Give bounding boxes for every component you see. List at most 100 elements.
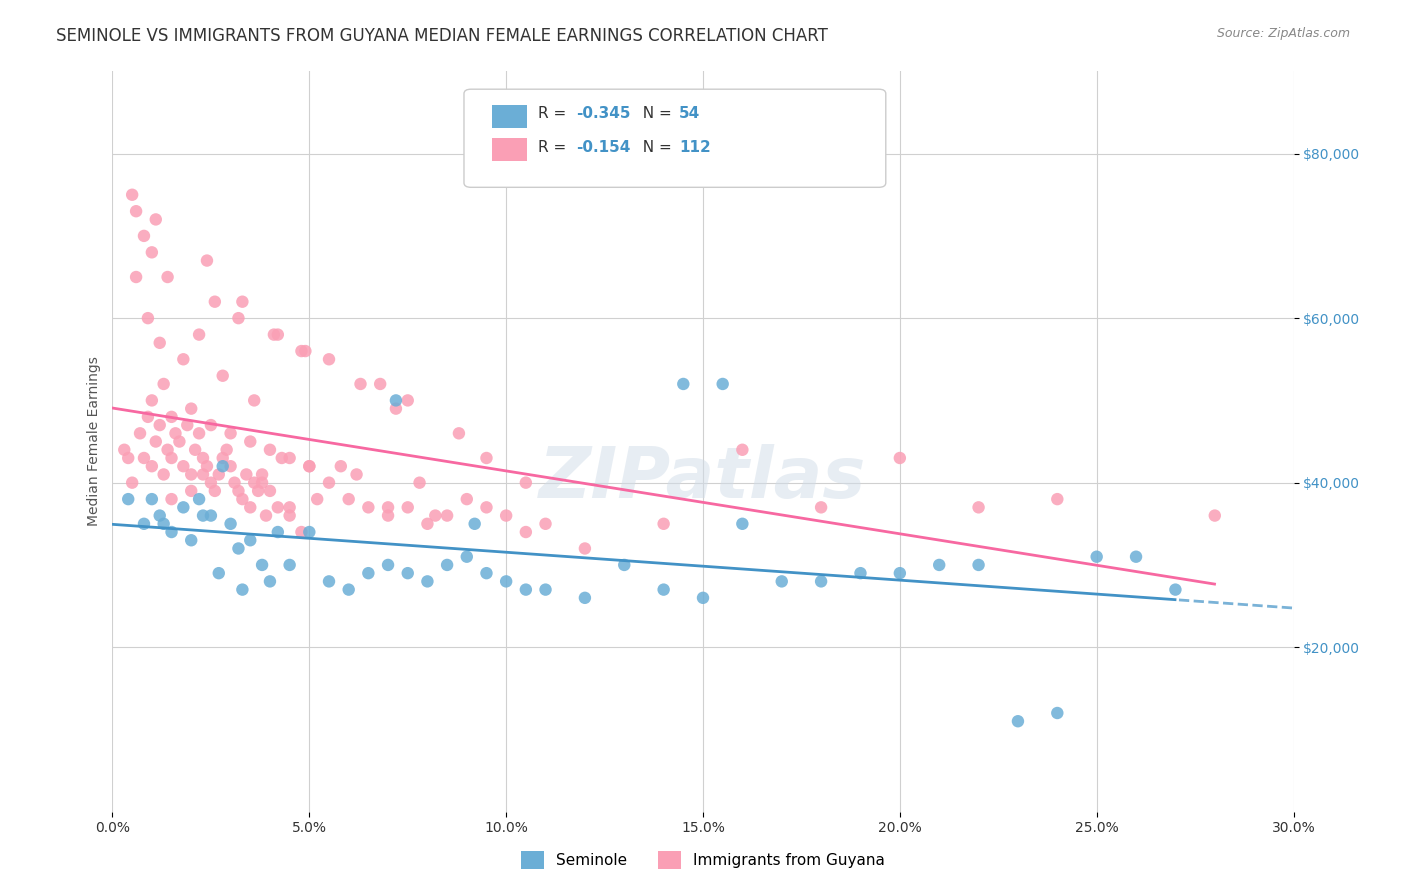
Point — [357, 500, 380, 515]
Point — [574, 541, 596, 556]
Point — [574, 591, 596, 605]
Text: R =: R = — [538, 106, 572, 120]
Point — [318, 574, 340, 589]
Y-axis label: Median Female Earnings: Median Female Earnings — [87, 357, 101, 526]
Point — [243, 475, 266, 490]
Point — [307, 492, 329, 507]
Point — [475, 566, 498, 581]
Text: N =: N = — [633, 140, 676, 154]
Point — [770, 574, 793, 589]
Point — [200, 508, 222, 523]
Point — [298, 459, 321, 474]
Point — [349, 376, 371, 391]
Point — [515, 524, 537, 539]
Point — [250, 475, 273, 490]
Point — [141, 459, 163, 474]
Point — [231, 582, 253, 597]
Point — [117, 450, 139, 465]
Point — [239, 434, 262, 449]
Point — [534, 582, 557, 597]
Point — [849, 566, 872, 581]
Point — [318, 352, 340, 367]
Point — [290, 344, 312, 359]
Text: -0.345: -0.345 — [576, 106, 631, 120]
Point — [377, 500, 399, 515]
Point — [967, 500, 990, 515]
Point — [1046, 492, 1069, 507]
Point — [652, 516, 675, 531]
Point — [1046, 706, 1069, 720]
Point — [250, 467, 273, 482]
Point — [149, 508, 172, 523]
Point — [534, 516, 557, 531]
Point — [195, 253, 218, 268]
Point — [224, 475, 246, 490]
Point — [278, 450, 301, 465]
Point — [172, 352, 194, 367]
Point — [278, 500, 301, 515]
Point — [121, 187, 143, 202]
Point — [515, 582, 537, 597]
Point — [132, 516, 155, 531]
Point — [172, 459, 194, 474]
Point — [425, 508, 447, 523]
Point — [247, 483, 270, 498]
Point — [191, 450, 214, 465]
Point — [967, 558, 990, 572]
Point — [243, 393, 266, 408]
Point — [1085, 549, 1108, 564]
Point — [711, 376, 734, 391]
Point — [278, 558, 301, 572]
Point — [495, 574, 517, 589]
Point — [149, 335, 172, 350]
Point — [129, 426, 152, 441]
Point — [152, 516, 174, 531]
Point — [228, 483, 250, 498]
Point — [125, 204, 148, 219]
Point — [219, 459, 242, 474]
Point — [318, 475, 340, 490]
Point — [136, 409, 159, 424]
Point — [211, 459, 233, 474]
Point — [810, 500, 832, 515]
Point — [290, 524, 312, 539]
Point — [396, 566, 419, 581]
Point — [235, 467, 257, 482]
Text: Source: ZipAtlas.com: Source: ZipAtlas.com — [1216, 27, 1350, 40]
Text: 54: 54 — [679, 106, 700, 120]
Point — [172, 500, 194, 515]
Point — [188, 492, 211, 507]
Point — [160, 524, 183, 539]
Point — [156, 270, 179, 285]
Point — [204, 483, 226, 498]
Point — [239, 500, 262, 515]
Point — [436, 508, 458, 523]
Point — [231, 492, 253, 507]
Point — [195, 459, 218, 474]
Point — [337, 582, 360, 597]
Point — [169, 434, 191, 449]
Point — [652, 582, 675, 597]
Point — [1007, 714, 1029, 729]
Point — [191, 467, 214, 482]
Point — [416, 516, 439, 531]
Point — [396, 500, 419, 515]
Point — [613, 558, 636, 572]
Point — [156, 442, 179, 457]
Point — [337, 492, 360, 507]
Point — [160, 492, 183, 507]
Point — [475, 450, 498, 465]
Point — [515, 475, 537, 490]
Point — [215, 442, 238, 457]
Point — [208, 467, 231, 482]
Point — [294, 344, 316, 359]
Point — [228, 311, 250, 326]
Point — [263, 327, 285, 342]
Point — [495, 508, 517, 523]
Point — [112, 442, 135, 457]
Point — [145, 212, 167, 227]
Point — [180, 533, 202, 548]
Point — [231, 294, 253, 309]
Point — [141, 492, 163, 507]
Point — [267, 327, 290, 342]
